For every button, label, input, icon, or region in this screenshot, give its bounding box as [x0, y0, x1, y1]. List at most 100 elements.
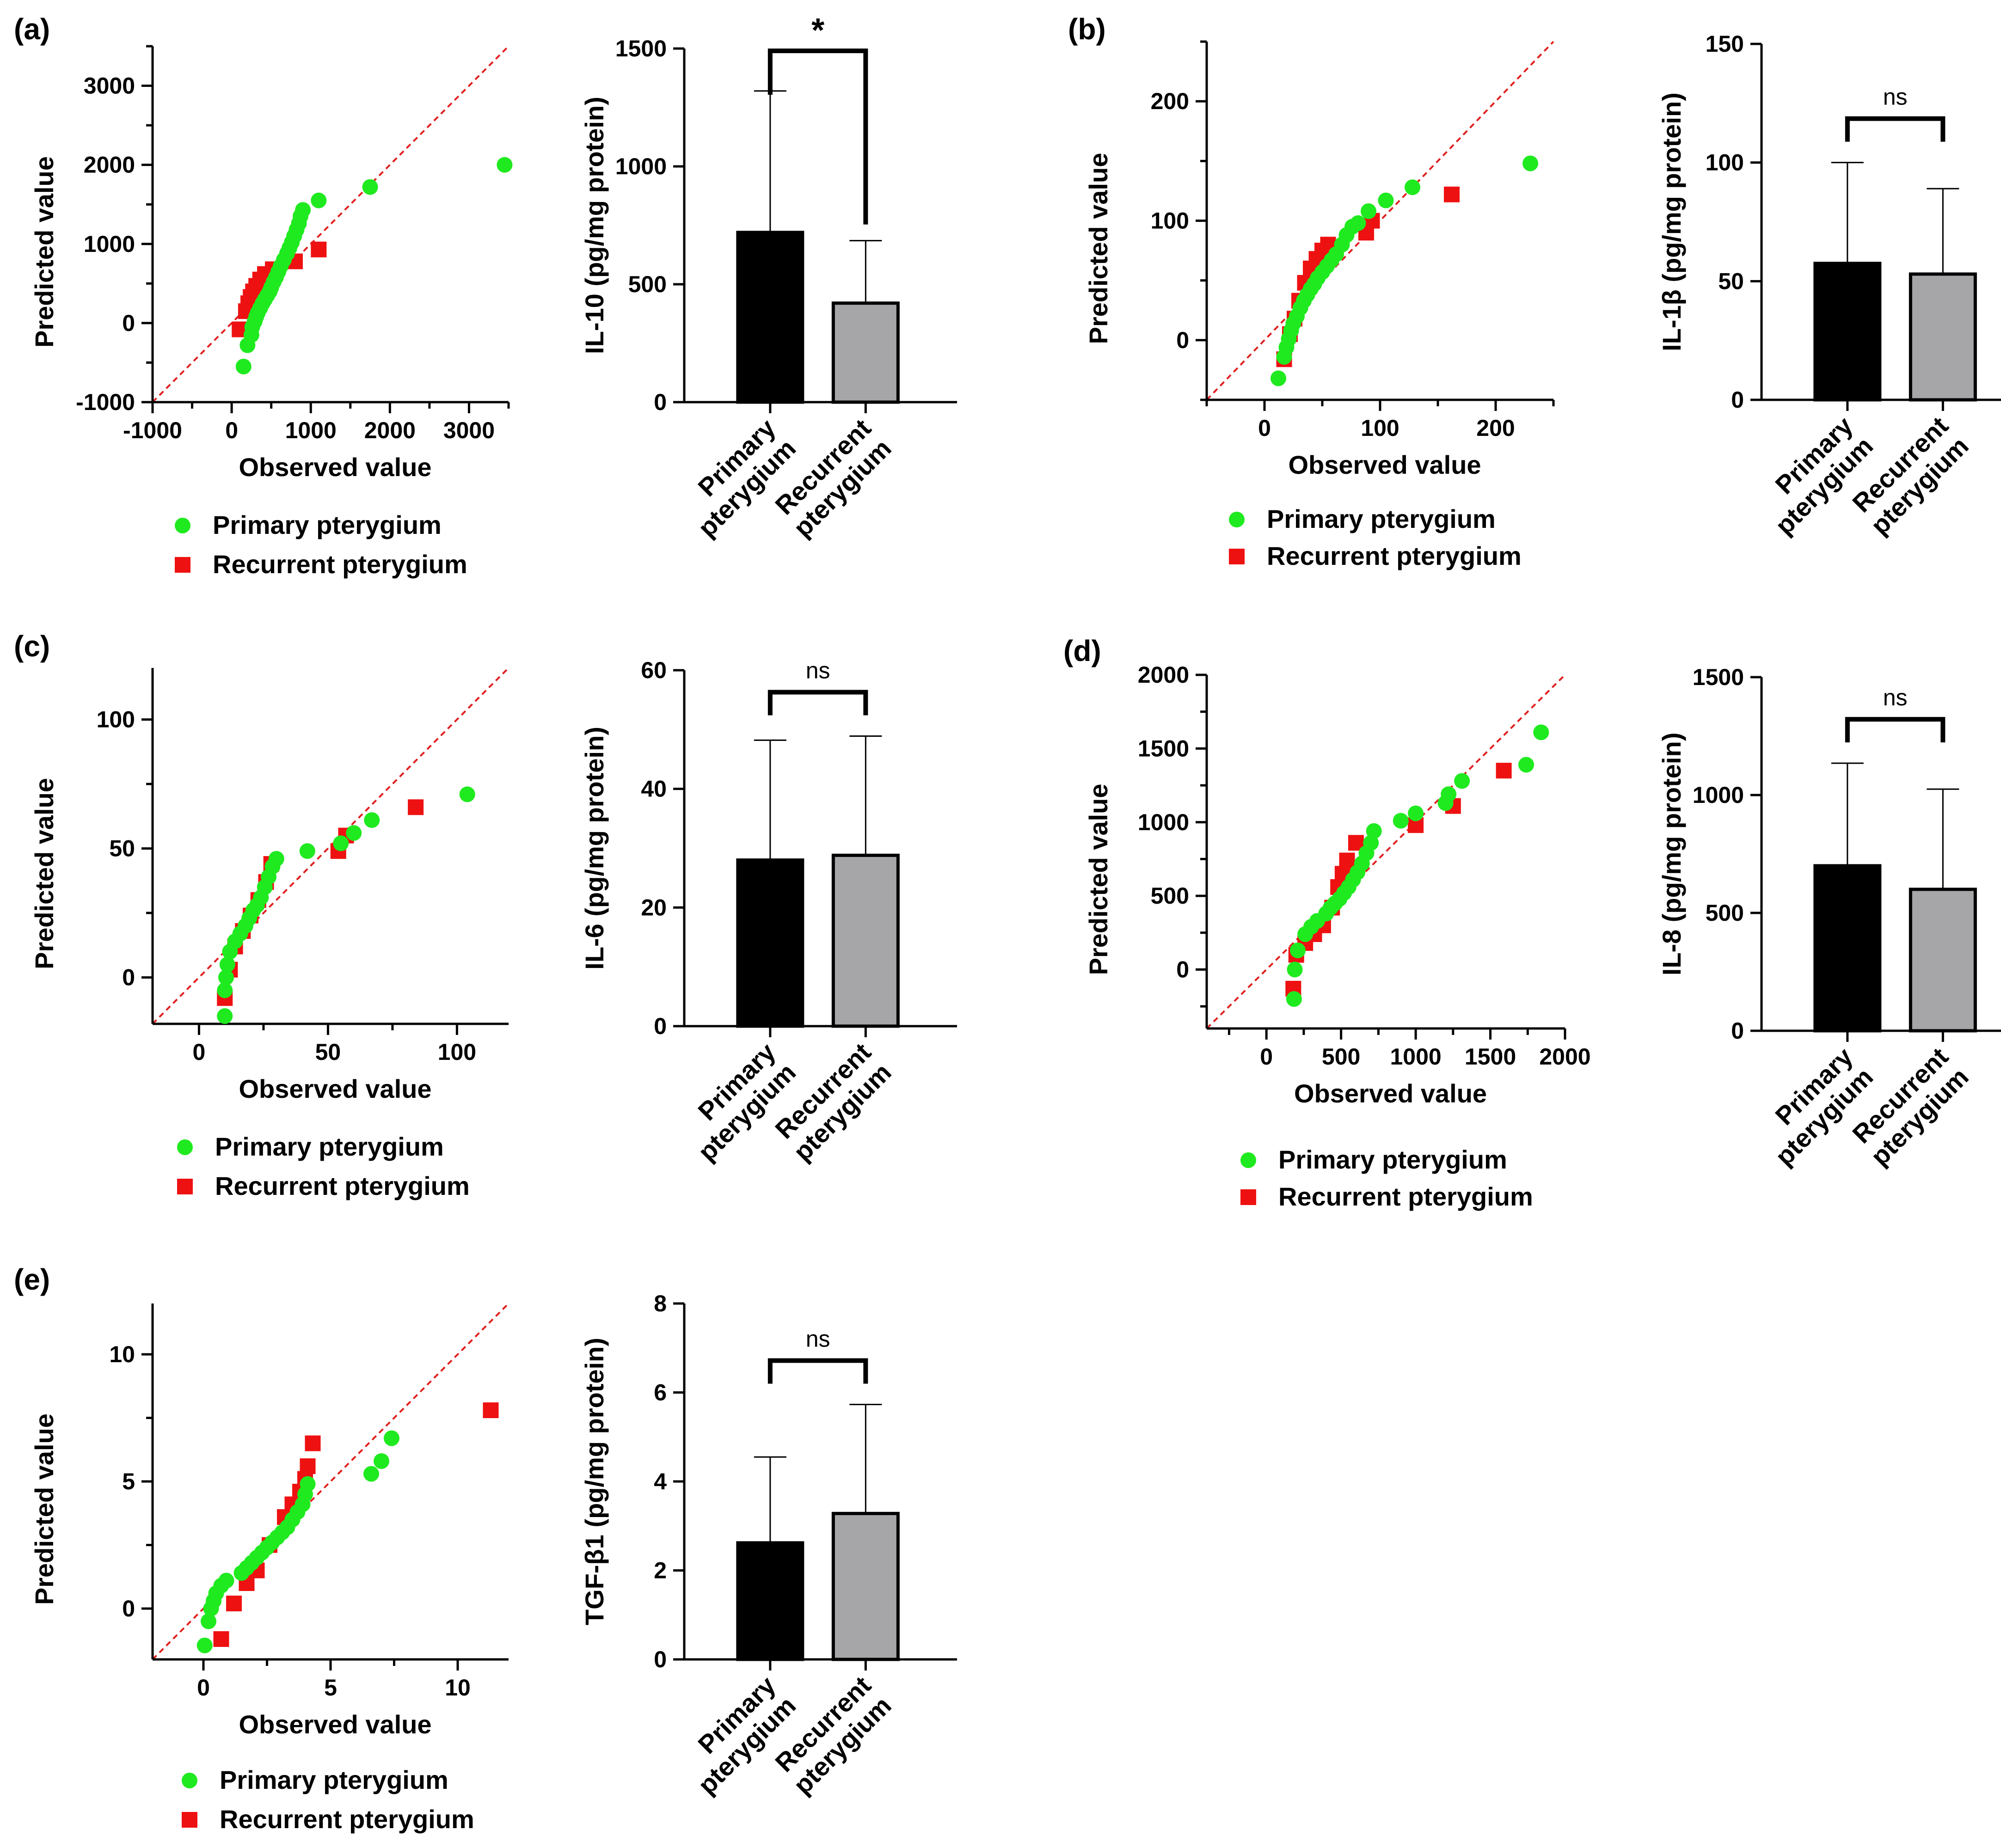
primary-point	[235, 359, 252, 374]
legend-primary-label: Primary pterygium	[220, 1765, 448, 1794]
x-tick-label: 100	[1361, 415, 1399, 441]
recurrent-point	[408, 799, 424, 815]
y-tick-label: 1000	[1138, 809, 1189, 835]
primary-point	[1518, 757, 1535, 773]
y-tick-label: 40	[641, 776, 667, 802]
recurrent-point	[213, 1631, 229, 1647]
category-label: Primarypterygium	[672, 1037, 801, 1167]
bar-primary	[736, 858, 804, 1028]
x-tick-label: 10	[445, 1675, 471, 1701]
y-tick-label: 100	[1706, 150, 1744, 176]
recurrent-point	[1496, 763, 1512, 779]
b-bar-panel: 0 50 100 150 IL-1β (pg/mg protein) Primarypte…	[1657, 31, 2001, 540]
x-axis-label: Observed value	[239, 453, 431, 482]
y-tick-label: 1000	[615, 153, 667, 179]
category-label: Recurrentpterygium	[767, 1037, 897, 1167]
category-label: Recurrentpterygium	[1845, 411, 1974, 540]
panel-label: (d)	[1063, 634, 1101, 667]
y-axis-label: Predicted value	[1084, 153, 1113, 344]
legend-recurrent-label: Recurrent pterygium	[1267, 541, 1522, 570]
recurrent-point	[1444, 186, 1460, 202]
reference-line	[152, 667, 509, 1025]
significance-bracket	[767, 690, 868, 716]
y-tick-label: 100	[1151, 208, 1189, 234]
reference-line	[1206, 674, 1566, 1029]
bar-recurrent	[1909, 272, 1977, 402]
primary-point	[1350, 215, 1366, 231]
reference-line	[152, 45, 509, 403]
x-tick-label: 1000	[285, 417, 337, 443]
y-tick-label: 3000	[84, 73, 135, 99]
primary-point	[1366, 823, 1382, 839]
x-axis-label: Observed value	[239, 1710, 431, 1739]
primary-point	[362, 179, 378, 195]
primary-point	[218, 1573, 234, 1589]
x-tick-label: 50	[315, 1039, 341, 1065]
bar-primary	[1813, 864, 1882, 1033]
y-tick-label: 1000	[84, 231, 135, 257]
y-axis-label: IL-1β (pg/mg protein)	[1657, 92, 1686, 351]
x-tick-label: 2000	[364, 417, 416, 443]
y-tick-label: 0	[122, 1596, 135, 1622]
y-tick-label: 500	[1151, 883, 1189, 909]
primary-point	[1289, 942, 1306, 959]
y-tick-label: 0	[1731, 387, 1744, 413]
primary-point	[217, 1008, 233, 1024]
legend-primary-label: Primary pterygium	[213, 510, 442, 539]
legend-primary-label: Primary pterygium	[1267, 504, 1496, 533]
primary-point	[346, 825, 362, 841]
primary-point	[1378, 192, 1394, 208]
legend-recurrent-marker	[177, 1179, 193, 1194]
d-bar-panel: 0 500 1000 1500 IL-8 (pg/mg protein) Primaryp…	[1657, 664, 2001, 1171]
panel-label: (c)	[14, 630, 50, 663]
y-tick-label: 0	[654, 389, 667, 415]
primary-point	[196, 1637, 213, 1653]
y-tick-label: 1500	[615, 36, 667, 61]
y-tick-label: 150	[1706, 31, 1744, 57]
primary-point	[268, 851, 284, 867]
significance-bracket	[1845, 116, 1946, 142]
legend-recurrent-marker	[1240, 1189, 1256, 1205]
recurrent-point	[311, 241, 327, 257]
y-tick-label: 500	[1706, 900, 1744, 926]
y-tick-label: 20	[641, 894, 667, 920]
y-tick-label: 0	[1731, 1018, 1744, 1044]
significance-label: ns	[806, 1326, 830, 1352]
legend-primary-marker	[182, 1773, 197, 1788]
primary-point	[1405, 179, 1420, 196]
recurrent-point	[483, 1402, 499, 1418]
primary-point	[384, 1430, 399, 1446]
y-tick-label: 50	[109, 836, 135, 862]
e-bar-panel: 0 2 4 6 8 TGF-β1 (pg/mg protein) Primarypteryg…	[580, 1291, 957, 1800]
y-tick-label: 6	[654, 1380, 667, 1406]
c-bar-panel: 0 20 40 60 IL-6 (pg/mg protein) Primarypteryg…	[580, 657, 957, 1167]
legend-primary-marker	[1229, 512, 1245, 527]
significance-bracket	[767, 49, 868, 225]
panel-label: (e)	[14, 1263, 50, 1296]
y-tick-label: 0	[122, 965, 135, 991]
y-axis-label: Predicted value	[1084, 784, 1113, 975]
x-tick-label: 0	[225, 417, 238, 443]
legend-recurrent-label: Recurrent pterygium	[220, 1805, 474, 1834]
recurrent-point	[305, 1435, 321, 1451]
legend-recurrent-label: Recurrent pterygium	[215, 1171, 470, 1200]
panel-label: (b)	[1068, 12, 1106, 46]
primary-point	[1454, 773, 1470, 789]
y-tick-label: 200	[1151, 88, 1189, 114]
bar-recurrent	[831, 1511, 900, 1661]
y-tick-label: 1500	[1138, 735, 1189, 761]
primary-point	[364, 812, 380, 828]
y-tick-label: 2	[654, 1558, 667, 1584]
y-tick-label: 0	[122, 310, 135, 336]
significance-bracket	[1845, 717, 1946, 743]
primary-point	[1287, 961, 1303, 978]
y-tick-label: 0	[654, 1646, 667, 1672]
primary-point	[299, 843, 315, 859]
y-axis-label: Predicted value	[30, 778, 59, 969]
primary-point	[1533, 724, 1549, 740]
y-tick-label: 8	[654, 1291, 667, 1316]
x-axis-label: Observed value	[1288, 450, 1481, 479]
primary-point	[295, 202, 311, 218]
y-axis-label: Predicted value	[30, 1414, 59, 1605]
x-tick-label: 0	[1260, 1044, 1273, 1070]
